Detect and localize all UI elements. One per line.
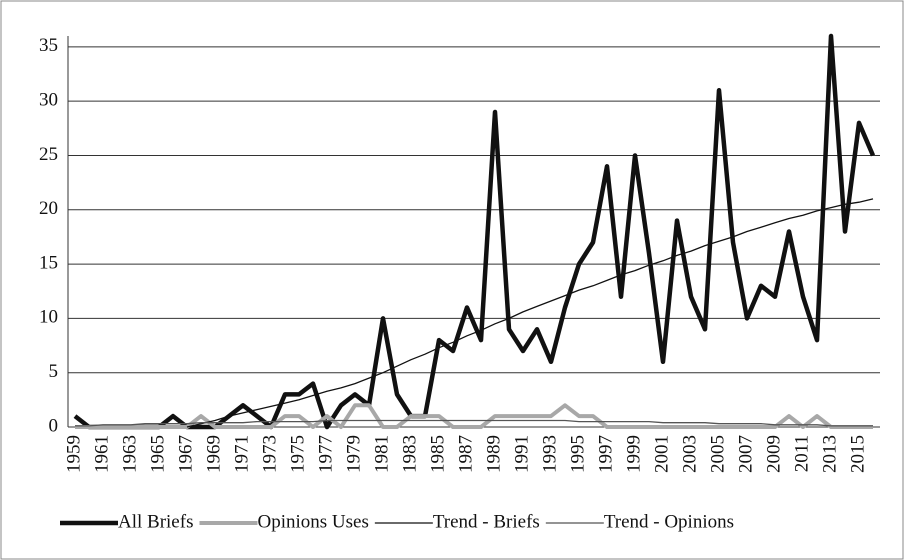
series-line bbox=[73, 33, 876, 430]
series-line bbox=[75, 419, 873, 427]
y-tick-label: 5 bbox=[49, 361, 59, 382]
x-tick-label: 1979 bbox=[343, 435, 364, 473]
y-tick-label: 35 bbox=[39, 35, 58, 56]
x-tick-label: 1987 bbox=[455, 435, 476, 473]
legend-label: All Briefs bbox=[118, 511, 193, 532]
x-tick-label: 2001 bbox=[651, 435, 672, 473]
x-tick-label: 2007 bbox=[735, 435, 756, 473]
x-tick-label: 1997 bbox=[595, 435, 616, 473]
y-tick-label: 10 bbox=[39, 307, 58, 328]
y-tick-label: 15 bbox=[39, 252, 58, 273]
x-tick-label: 1991 bbox=[511, 435, 532, 473]
legend-label: Opinions Uses bbox=[257, 511, 368, 532]
x-tick-label: 1977 bbox=[315, 435, 336, 473]
x-tick-label: 1989 bbox=[483, 435, 504, 473]
x-tick-label: 2013 bbox=[819, 435, 840, 473]
x-tick-label: 2003 bbox=[679, 435, 700, 473]
x-tick-label: 1959 bbox=[63, 435, 84, 473]
x-tick-label: 1971 bbox=[231, 435, 252, 473]
x-tick-label: 1983 bbox=[399, 435, 420, 473]
legend-label: Trend - Briefs bbox=[433, 511, 540, 532]
x-tick-label: 1981 bbox=[371, 435, 392, 473]
x-tick-label: 1969 bbox=[203, 435, 224, 473]
y-tick-label: 25 bbox=[39, 144, 58, 165]
legend: All Briefs Opinions Uses Trend - Briefs Tre… bbox=[60, 511, 734, 532]
x-tick-label: 1993 bbox=[539, 435, 560, 473]
x-tick-label: 1965 bbox=[147, 435, 168, 473]
x-tick-label: 1985 bbox=[427, 435, 448, 473]
x-tick-label: 1999 bbox=[623, 435, 644, 473]
x-tick-label: 2009 bbox=[763, 435, 784, 473]
x-tick-label: 1961 bbox=[91, 435, 112, 473]
x-tick-label: 1973 bbox=[259, 435, 280, 473]
legend-label: Trend - Opinions bbox=[604, 511, 734, 532]
x-tick-label: 1963 bbox=[119, 435, 140, 473]
y-tick-label: 0 bbox=[49, 415, 59, 436]
x-tick-label: 1967 bbox=[175, 435, 196, 473]
x-tick-label: 1995 bbox=[567, 435, 588, 473]
x-tick-label: 2015 bbox=[847, 435, 868, 473]
x-tick-label: 2011 bbox=[791, 435, 812, 472]
y-tick-label: 30 bbox=[39, 90, 58, 111]
y-tick-label: 20 bbox=[39, 198, 58, 219]
x-tick-label: 2005 bbox=[707, 435, 728, 473]
x-tick-label: 1975 bbox=[287, 435, 308, 473]
series-line bbox=[186, 198, 874, 428]
